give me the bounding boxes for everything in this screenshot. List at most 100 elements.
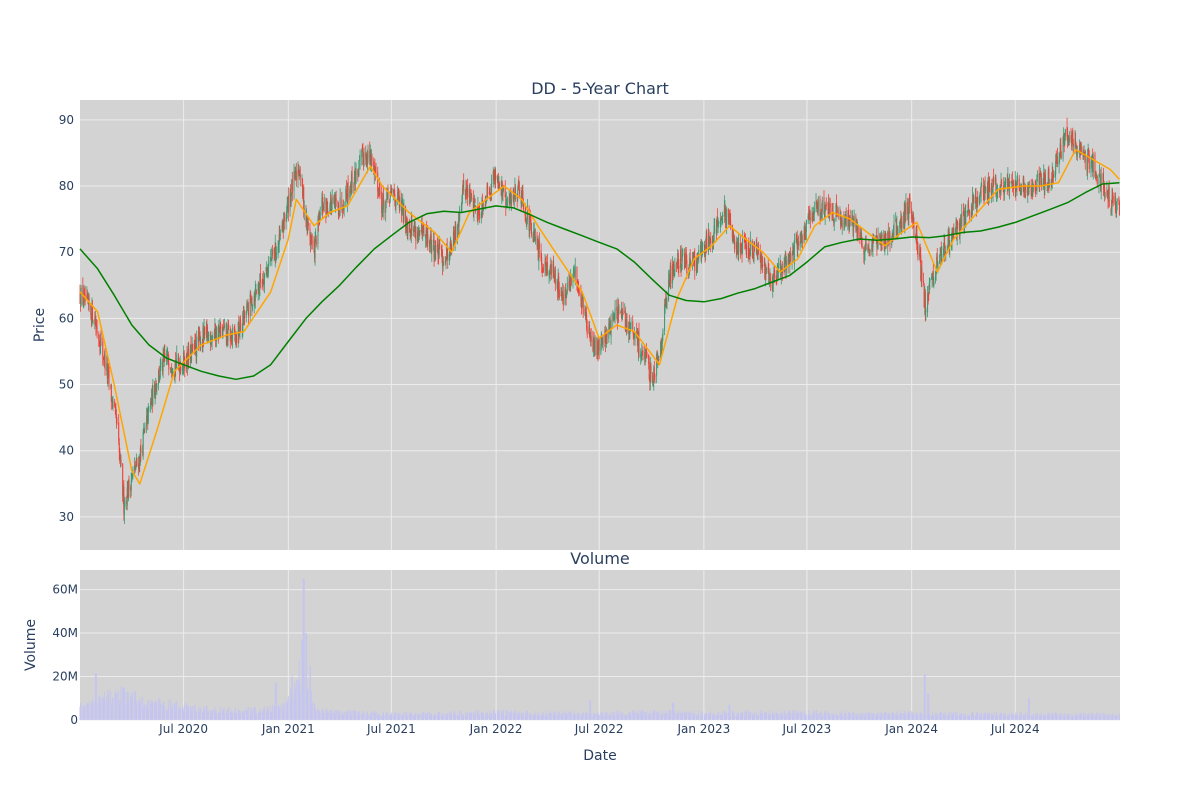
- volume-bar: [333, 711, 335, 720]
- candle-body: [578, 289, 580, 295]
- candle-body: [323, 204, 325, 209]
- candle-body: [743, 239, 745, 241]
- candle-body: [405, 207, 407, 229]
- volume-bar: [721, 715, 722, 720]
- candle-body: [684, 253, 686, 268]
- candle-body: [329, 206, 331, 214]
- volume-bar: [976, 712, 978, 720]
- volume-bar: [681, 714, 683, 720]
- volume-bar: [692, 715, 694, 720]
- candle-body: [246, 304, 248, 314]
- volume-bar: [541, 714, 543, 720]
- volume-bar: [213, 708, 215, 720]
- candle-body: [270, 257, 272, 260]
- volume-bar: [493, 710, 495, 720]
- volume-bar: [919, 715, 921, 720]
- volume-bar: [565, 710, 567, 720]
- candle-body: [472, 197, 474, 212]
- candle-body: [1043, 171, 1045, 191]
- volume-bar: [174, 710, 176, 720]
- candle-body: [717, 217, 719, 225]
- candle-body: [90, 305, 92, 315]
- candle-body: [730, 219, 732, 228]
- volume-bar: [158, 698, 160, 720]
- volume-bar: [991, 715, 993, 720]
- volume-bar: [668, 713, 670, 720]
- candle-body: [713, 225, 715, 241]
- volume-bar: [510, 712, 512, 720]
- candle-body: [287, 195, 289, 213]
- candle-body: [604, 330, 606, 344]
- candle-body: [884, 232, 886, 241]
- volume-bar: [467, 712, 469, 720]
- candle-body: [375, 170, 377, 172]
- candle-body: [1036, 178, 1038, 192]
- candle-body: [992, 178, 994, 193]
- candle-body: [204, 326, 206, 336]
- candle-body: [958, 223, 960, 235]
- volume-bar: [542, 714, 544, 720]
- candle-body: [203, 330, 205, 341]
- volume-bar: [764, 714, 766, 720]
- candle-body: [729, 215, 731, 219]
- candle-body: [1102, 173, 1104, 189]
- candle-body: [1024, 185, 1026, 190]
- volume-bar: [331, 710, 333, 720]
- candle-body: [1118, 197, 1120, 201]
- volume-bar: [978, 713, 980, 720]
- candle-body: [722, 214, 724, 217]
- volume-bar: [669, 712, 671, 720]
- candle-body: [897, 228, 899, 236]
- volume-bar: [941, 711, 943, 720]
- volume-bar: [816, 710, 818, 720]
- candle-body: [154, 393, 156, 397]
- volume-bar: [863, 713, 865, 720]
- volume-bar: [500, 712, 502, 720]
- candle-body: [402, 202, 404, 205]
- volume-bar: [295, 679, 297, 720]
- volume-bar: [558, 712, 560, 720]
- volume-bar: [513, 712, 515, 720]
- candle-body: [217, 327, 219, 340]
- volume-bar: [1114, 715, 1116, 720]
- volume-bar: [330, 715, 332, 720]
- candle-body: [302, 188, 304, 195]
- candle-body: [419, 230, 421, 232]
- volume-bar: [885, 712, 887, 720]
- volume-bar: [653, 710, 655, 720]
- volume-bar: [108, 689, 110, 720]
- candle-body: [692, 254, 694, 258]
- candle-body: [676, 264, 678, 268]
- candle-body: [884, 231, 886, 251]
- volume-bar: [1091, 713, 1092, 720]
- candle-body: [927, 292, 929, 297]
- candle-body: [190, 343, 192, 362]
- candle-body: [119, 450, 121, 462]
- candle-body: [318, 213, 320, 222]
- candle-body: [725, 207, 727, 222]
- candle-body: [904, 208, 906, 215]
- volume-bar: [1100, 715, 1102, 720]
- volume-bar: [463, 714, 465, 720]
- volume-bar: [1118, 712, 1120, 720]
- volume-bar: [243, 710, 245, 720]
- volume-bar: [163, 701, 165, 720]
- candle-body: [351, 174, 353, 193]
- candle-body: [377, 193, 379, 197]
- candle-body: [975, 196, 977, 202]
- volume-bar: [406, 716, 408, 720]
- volume-bar: [318, 711, 319, 720]
- volume-bar: [443, 715, 445, 720]
- volume-bar: [322, 710, 323, 720]
- volume-bar: [1062, 714, 1064, 720]
- candle-body: [349, 187, 351, 190]
- candle-body: [131, 474, 133, 482]
- candle-body: [447, 253, 449, 261]
- candle-body: [863, 250, 865, 257]
- volume-bar: [749, 715, 751, 720]
- candle-body: [263, 273, 265, 285]
- volume-bar: [781, 710, 783, 720]
- volume-bar: [899, 713, 901, 720]
- volume-bar: [127, 691, 129, 720]
- candle-body: [274, 250, 276, 259]
